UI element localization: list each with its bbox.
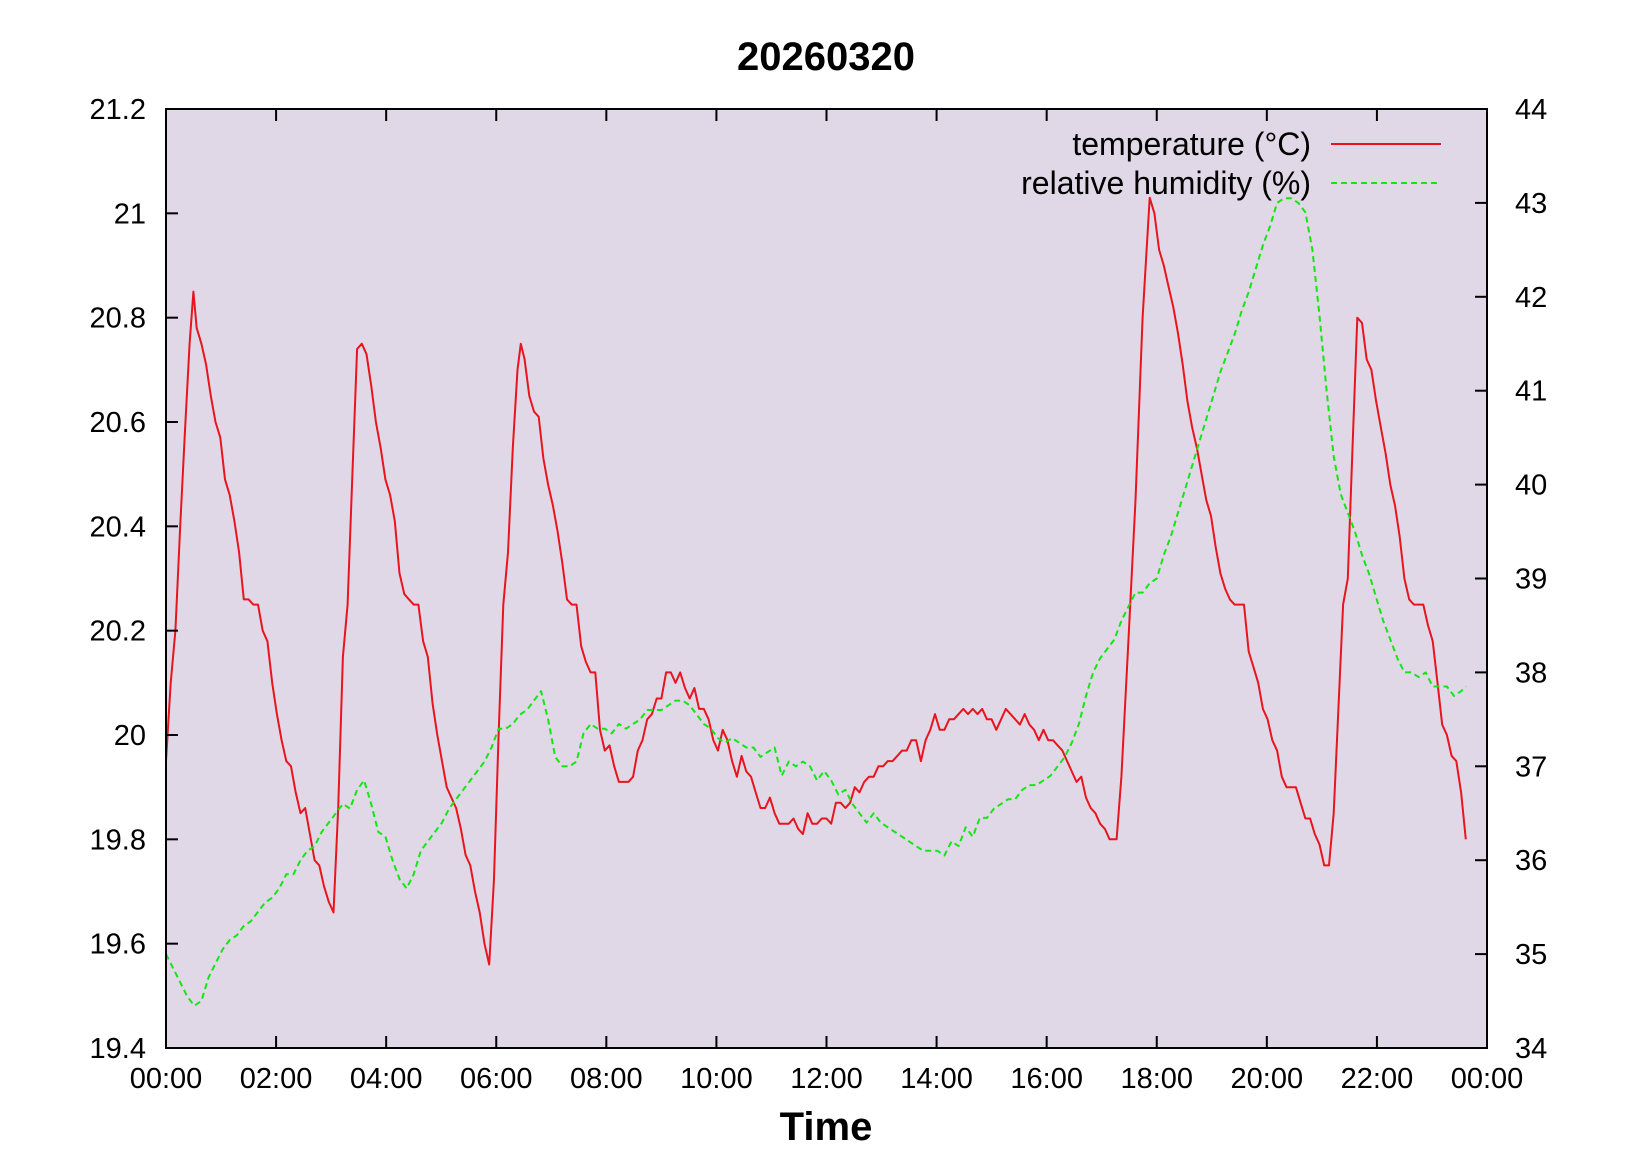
x-tick-label: 02:00 xyxy=(240,1063,313,1095)
y-right-tick-label: 38 xyxy=(1515,657,1547,689)
plot-background xyxy=(166,109,1487,1048)
series-layer xyxy=(165,196,1467,1007)
legend-label: temperature (°C) xyxy=(1072,126,1311,162)
x-tick-label: 22:00 xyxy=(1341,1063,1414,1095)
y-right-tick-label: 43 xyxy=(1515,188,1547,220)
ticks-layer: 00:00 02:00 04:00 06:00 08:00 10:00 12:00 14:00… xyxy=(90,94,1548,1095)
y-left-tick-label: 19.4 xyxy=(90,1033,146,1065)
x-tick-label: 18:00 xyxy=(1120,1063,1193,1095)
y-left-tick-label: 20.8 xyxy=(90,303,146,335)
y-right-tick-label: 36 xyxy=(1515,845,1547,877)
x-tick-label: 14:00 xyxy=(900,1063,973,1095)
y-right-tick-label: 41 xyxy=(1515,376,1547,408)
y-left-tick-label: 20.4 xyxy=(90,511,146,543)
x-tick-label: 16:00 xyxy=(1010,1063,1083,1095)
y-left-tick-label: 19.8 xyxy=(90,824,146,856)
y-left-tick-label: 20.2 xyxy=(90,616,146,648)
x-tick-label: 10:00 xyxy=(680,1063,753,1095)
x-axis-title: Time xyxy=(780,1105,873,1149)
x-tick-label: 06:00 xyxy=(460,1063,533,1095)
y-left-tick-label: 21 xyxy=(114,198,146,230)
y-right-tick-label: 35 xyxy=(1515,939,1547,971)
y-right-tick-label: 44 xyxy=(1515,94,1547,126)
y-left-tick-label: 19.6 xyxy=(90,929,146,961)
y-right-tick-label: 39 xyxy=(1515,564,1547,596)
y-right-tick-label: 37 xyxy=(1515,751,1547,783)
y-right-tick-label: 42 xyxy=(1515,282,1547,314)
y-right-tick-label: 40 xyxy=(1515,470,1547,502)
x-tick-label: 08:00 xyxy=(570,1063,643,1095)
y-right-tick-label: 34 xyxy=(1515,1033,1547,1065)
y-left-tick-label: 21.2 xyxy=(90,94,146,126)
legend: temperature (°C)relative humidity (%) xyxy=(1021,126,1441,201)
x-tick-label: 04:00 xyxy=(350,1063,423,1095)
y-left-tick-label: 20.6 xyxy=(90,407,146,439)
legend-label: relative humidity (%) xyxy=(1021,165,1311,201)
x-tick-label: 12:00 xyxy=(790,1063,863,1095)
chart-title: 20260320 xyxy=(737,35,915,79)
x-tick-label: 00:00 xyxy=(1451,1063,1524,1095)
x-tick-label: 00:00 xyxy=(130,1063,203,1095)
series-line-humidity xyxy=(165,197,1467,1007)
y-left-tick-label: 20 xyxy=(114,720,146,752)
x-tick-label: 20:00 xyxy=(1231,1063,1304,1095)
series-line-temperature xyxy=(165,196,1467,966)
